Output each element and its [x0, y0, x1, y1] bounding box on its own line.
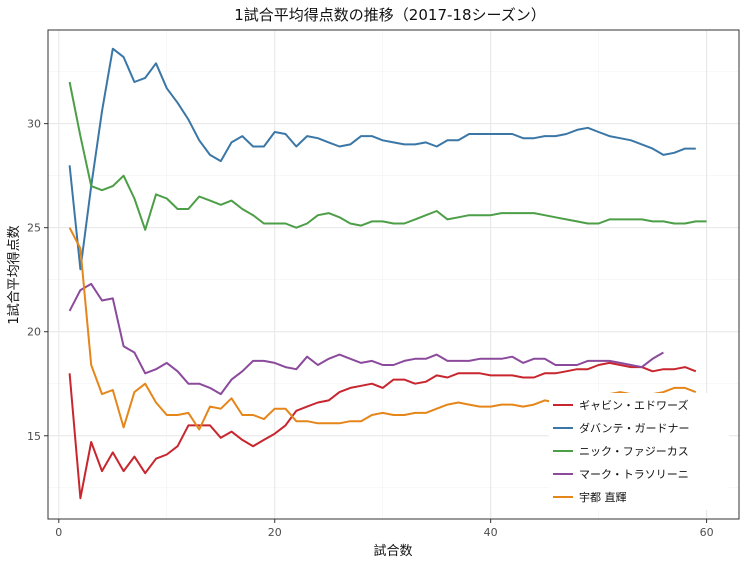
x-tick-label: 60 [700, 526, 714, 539]
x-axis-label: 試合数 [373, 543, 412, 559]
y-tick-label: 30 [27, 118, 41, 131]
legend-label-3: ニック・ファジーカス [579, 445, 689, 458]
x-tick-label: 0 [55, 526, 62, 539]
legend: ギャビン・エドワーズダバンテ・ガードナーニック・ファジーカスマーク・トラソリーニ… [549, 393, 729, 510]
chart-title: 1試合平均得点数の推移（2017-18シーズン） [234, 6, 545, 24]
legend-label-5: 宇都 直輝 [579, 490, 627, 504]
legend-label-2: ダバンテ・ガードナー [579, 421, 690, 435]
series-line-3 [68, 81, 707, 231]
legend-label-1: ギャビン・エドワーズ [579, 398, 688, 412]
y-axis-label: 1試合平均得点数 [6, 225, 22, 324]
series-line-1 [68, 361, 697, 500]
series-line-2 [68, 47, 696, 271]
legend-background [549, 393, 729, 510]
x-tick-label: 40 [484, 526, 498, 539]
plot-border [47, 29, 740, 520]
legend-label-4: マーク・トラソリーニ [579, 468, 689, 481]
grid [48, 30, 739, 519]
y-tick-label: 20 [27, 326, 41, 339]
y-tick-label: 15 [27, 430, 41, 443]
x-tick-label: 20 [268, 526, 282, 539]
y-tick-label: 25 [27, 222, 41, 235]
axis-ticks: 0 20 40 60 15 20 25 30 [27, 118, 714, 539]
series-line-4 [68, 282, 664, 396]
